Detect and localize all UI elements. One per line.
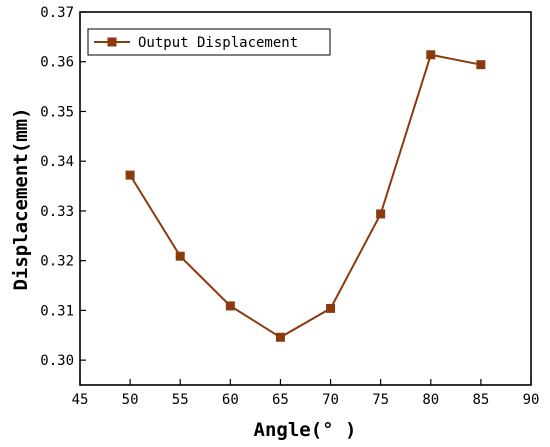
y-tick-label: 0.33 [40,204,74,220]
x-tick-label: 85 [472,392,489,408]
y-tick-label: 0.31 [40,303,74,319]
x-tick-label: 55 [172,392,189,408]
series-line [129,53,482,339]
x-tick-label: 80 [422,392,439,408]
data-point [426,50,436,60]
x-axis-title: Angle(° ) [254,419,357,441]
legend-marker [107,37,117,47]
y-tick-label: 0.37 [40,5,74,21]
y-tick-label: 0.30 [40,353,74,369]
x-tick-label: 50 [122,392,139,408]
x-tick-label: 75 [372,392,389,408]
x-tick-label: 65 [272,392,289,408]
y-tick-label: 0.36 [40,55,74,71]
data-point [476,60,486,70]
x-tick-label: 90 [523,392,540,408]
plot-frame [79,11,532,386]
data-point [225,301,235,311]
series-layer [125,50,486,342]
y-tick-label: 0.32 [40,254,74,270]
x-tick-label: 60 [222,392,239,408]
y-tick-label: 0.34 [40,154,74,170]
y-axis-ticks: 0.30 0.31 0.32 0.33 0.34 0.35 0.36 0.37 [40,5,86,369]
legend: Output Displacement [87,28,331,56]
x-axis-ticks: 45 50 55 60 65 70 75 80 85 90 [72,379,540,408]
x-tick-label: 45 [72,392,89,408]
data-point [376,209,386,219]
data-point [175,251,185,261]
data-point [125,170,135,180]
x-tick-label: 70 [322,392,339,408]
data-point [326,303,336,313]
data-point [275,332,285,342]
y-tick-label: 0.35 [40,104,74,120]
legend-box [87,28,331,56]
y-axis-title: Displacement(mm) [10,107,32,290]
legend-label: Output Displacement [138,35,298,51]
